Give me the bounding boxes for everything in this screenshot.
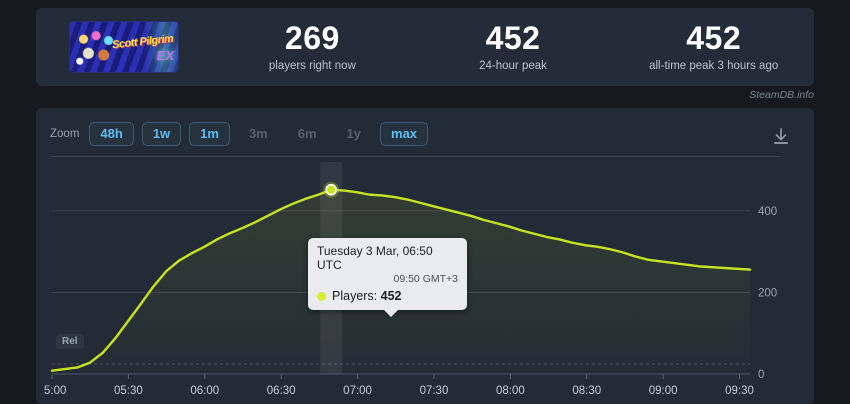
x-axis-tick-0730: 07:30 xyxy=(420,385,449,397)
y-axis-tick-400: 400 xyxy=(758,206,777,218)
x-axis-tick-0630: 06:30 xyxy=(267,385,296,397)
steamdb-watermark: SteamDB.info xyxy=(749,89,814,101)
zoom-button-48h[interactable]: 48h xyxy=(89,122,134,147)
stat-alltime-peak: 452 all-time peak 3 hours ago xyxy=(613,19,814,73)
stats-card: Scott Pilgrim EX 269 players right now 4… xyxy=(36,8,814,86)
chart-hover-marker xyxy=(323,181,340,198)
chart-tooltip: Tuesday 3 Mar, 06:50 UTC 09:50 GMT+3 Pla… xyxy=(308,238,467,317)
tooltip-series-label: Players: xyxy=(332,289,378,303)
tooltip-series-value: 452 xyxy=(380,289,402,303)
tooltip-series-color-dot xyxy=(317,291,326,301)
x-axis-tick-0500: 05:00 xyxy=(44,385,66,397)
zoom-button-1y[interactable]: 1y xyxy=(346,126,362,141)
players-line-series xyxy=(50,188,752,372)
x-axis-tick-0600: 06:00 xyxy=(190,385,219,397)
tooltip-subtitle: 09:50 GMT+3 xyxy=(393,273,459,285)
x-axis-tick-0530: 05:30 xyxy=(114,385,143,397)
zoom-button-max[interactable]: max xyxy=(380,122,429,147)
stat-24h-peak: 452 24-hour peak xyxy=(413,19,614,73)
stat-alltime-peak-value: 452 xyxy=(686,19,742,56)
plot-top-divider xyxy=(50,156,780,157)
zoom-label: Zoom xyxy=(50,128,80,141)
capsule-subtitle-text: EX xyxy=(156,48,174,63)
stat-24h-peak-label: 24-hour peak xyxy=(479,60,547,73)
y-axis-tick-0: 0 xyxy=(758,369,764,381)
stat-players-now: 269 players right now xyxy=(212,19,413,73)
x-axis-tick-0900: 09:00 xyxy=(649,385,678,397)
download-icon[interactable] xyxy=(770,126,792,148)
capsule-glow xyxy=(144,22,178,72)
capsule-characters-art xyxy=(74,26,122,70)
game-capsule-image[interactable]: Scott Pilgrim EX xyxy=(69,21,179,73)
x-axis-tick-0830: 08:30 xyxy=(572,385,601,397)
zoom-range-selector: Zoom 48h 1w 1m 3m 6m 1y max xyxy=(50,122,429,147)
zoom-button-1w[interactable]: 1w xyxy=(141,122,182,147)
tooltip-series-text: Players: 452 xyxy=(332,289,402,303)
zoom-button-1m[interactable]: 1m xyxy=(189,122,230,147)
x-axis-tick-0700: 07:00 xyxy=(343,385,372,397)
stat-24h-peak-value: 452 xyxy=(485,19,541,56)
x-axis-tick-0930: 09:30 xyxy=(725,385,754,397)
x-axis-tick-0800: 08:00 xyxy=(496,385,525,397)
tooltip-series-row: Players: 452 xyxy=(317,289,458,303)
release-marker-flag[interactable]: Rel xyxy=(56,334,84,349)
tooltip-title: Tuesday 3 Mar, 06:50 UTC xyxy=(317,244,433,272)
stat-players-now-value: 269 xyxy=(284,19,340,56)
stat-alltime-peak-label: all-time peak 3 hours ago xyxy=(649,60,779,73)
y-axis-tick-200: 200 xyxy=(758,287,777,299)
game-capsule-link[interactable]: Scott Pilgrim EX xyxy=(36,21,212,73)
zoom-button-3m[interactable]: 3m xyxy=(248,126,268,141)
stat-players-now-label: players right now xyxy=(268,60,356,73)
chart-panel: Zoom 48h 1w 1m 3m 6m 1y max 0 200 400 05:00… xyxy=(36,108,814,404)
zoom-button-6m[interactable]: 6m xyxy=(297,126,317,141)
